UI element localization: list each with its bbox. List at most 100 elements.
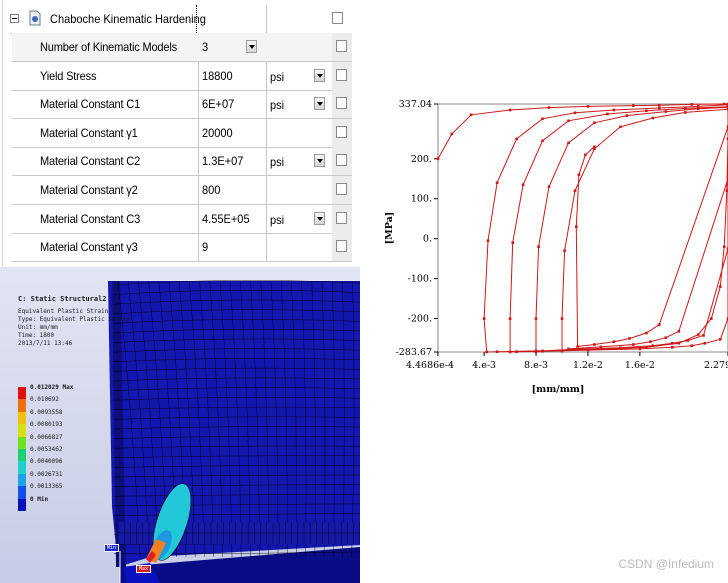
parameter-checkbox[interactable] <box>336 240 347 253</box>
data-point <box>702 334 705 337</box>
tree-guide-line <box>2 0 3 268</box>
property-value-field[interactable]: 3 <box>202 40 209 54</box>
parameter-checkbox[interactable] <box>336 97 347 110</box>
data-point <box>508 317 512 320</box>
legend-color-swatch <box>18 486 26 499</box>
property-value-field[interactable]: 1.3E+07 <box>202 154 244 169</box>
group-checkbox[interactable] <box>332 12 343 24</box>
data-point <box>651 344 655 347</box>
property-label: Yield Stress <box>40 68 97 83</box>
data-point <box>593 145 596 149</box>
data-point <box>684 111 687 114</box>
data-point <box>537 245 540 248</box>
legend-label: 0.0080193 <box>30 421 63 429</box>
x-tick-label: 8.e-3 <box>524 360 548 371</box>
property-label: Material Constant γ1 <box>40 125 138 140</box>
data-point <box>508 350 512 354</box>
property-value-field[interactable]: 800 <box>202 183 221 197</box>
mesh-render[interactable] <box>0 267 360 583</box>
data-point <box>436 157 440 161</box>
y-tick-label: -283.67 <box>396 347 432 358</box>
collapse-toggle-icon[interactable] <box>10 14 19 23</box>
data-point <box>560 317 564 320</box>
property-value-field[interactable]: 9 <box>202 240 209 255</box>
data-point <box>722 102 726 106</box>
y-tick-label: 0. <box>423 234 432 245</box>
legend-label: 0.0093558 <box>30 408 63 416</box>
property-row[interactable]: Material Constant C1 6E+07 psi <box>12 90 352 120</box>
data-point <box>612 108 616 112</box>
property-row[interactable]: Material Constant γ3 9 <box>12 233 352 263</box>
data-point <box>575 225 578 228</box>
group-label: Chaboche Kinematic Hardening <box>50 12 206 26</box>
contour-type: Type: Equivalent Plastic Strain <box>18 316 130 323</box>
parameter-checkbox[interactable] <box>336 125 347 138</box>
x-tick-label: 1.6e-2 <box>625 360 655 371</box>
property-row[interactable]: Number of Kinematic Models 3 <box>12 33 352 62</box>
data-point <box>599 345 603 349</box>
legend-label: 0.0026731 <box>30 470 63 478</box>
parameter-checkbox[interactable] <box>336 183 347 195</box>
data-point <box>577 173 581 176</box>
contour-result-name: Equivalent Plastic Strain 2 <box>18 308 116 315</box>
data-point <box>664 110 668 113</box>
data-point <box>495 181 499 184</box>
data-point <box>495 350 499 353</box>
value-dropdown-button[interactable] <box>246 40 257 53</box>
property-row[interactable]: Material Constant γ1 20000 <box>12 118 352 148</box>
contour-plot-view[interactable]: C: Static Structural2 Equivalent Plastic… <box>0 267 360 583</box>
data-point <box>573 189 577 192</box>
data-point <box>690 344 694 347</box>
parameter-checkbox[interactable] <box>336 211 347 224</box>
min-probe-tag: Min <box>104 544 120 552</box>
legend-color-swatch <box>18 424 26 437</box>
unit-dropdown-button[interactable] <box>314 211 325 225</box>
data-point <box>722 245 726 248</box>
data-point <box>573 111 577 115</box>
property-row[interactable]: Material Constant C3 4.55E+05 psi <box>12 204 352 234</box>
unit-dropdown-button[interactable] <box>314 97 325 111</box>
property-label: Material Constant C3 <box>40 211 141 226</box>
property-row[interactable]: Material Constant γ2 800 <box>12 176 352 205</box>
data-point <box>726 247 728 250</box>
legend-color-swatch <box>18 399 26 412</box>
property-row[interactable]: Yield Stress 18800 psi <box>12 61 352 91</box>
data-point <box>584 153 587 157</box>
data-point <box>567 119 570 123</box>
data-point <box>726 137 728 141</box>
legend-label: 0.0066827 <box>30 433 63 441</box>
data-point <box>677 330 681 333</box>
data-point <box>697 105 700 108</box>
property-value-field[interactable]: 20000 <box>202 125 233 140</box>
data-point <box>697 107 700 111</box>
property-value-field[interactable]: 6E+07 <box>202 97 235 112</box>
parameter-checkbox[interactable] <box>336 40 347 52</box>
x-tick-label: 4.e-3 <box>472 360 496 371</box>
data-point <box>486 239 490 242</box>
group-row-chaboche[interactable]: Chaboche Kinematic Hardening <box>10 5 350 34</box>
legend-color-swatch <box>18 387 26 400</box>
data-point <box>606 112 609 116</box>
property-value-field[interactable]: 18800 <box>202 68 233 83</box>
plot-frame <box>437 103 728 353</box>
data-point <box>541 117 544 121</box>
y-tick-label: 100. <box>411 194 432 205</box>
data-point <box>547 106 551 109</box>
data-point <box>482 317 486 320</box>
data-point <box>726 107 728 111</box>
contour-date: 2013/7/11 13:46 <box>18 340 73 347</box>
x-tick-label: 1.2e-2 <box>573 360 603 371</box>
unit-dropdown-button[interactable] <box>314 68 325 82</box>
property-value-field[interactable]: 4.55E+05 <box>202 211 250 226</box>
parameter-checkbox[interactable] <box>336 68 347 81</box>
legend-label: 0 Min <box>30 495 49 503</box>
x-tick-label: 2.2799e-2 <box>704 360 728 371</box>
data-point <box>658 106 661 110</box>
data-point <box>541 139 544 143</box>
parameter-checkbox[interactable] <box>336 154 347 167</box>
data-point <box>515 350 518 353</box>
property-label: Material Constant C2 <box>40 154 141 169</box>
property-row[interactable]: Material Constant C2 1.3E+07 psi <box>12 147 352 177</box>
unit-dropdown-button[interactable] <box>314 154 325 168</box>
data-point <box>593 121 596 125</box>
